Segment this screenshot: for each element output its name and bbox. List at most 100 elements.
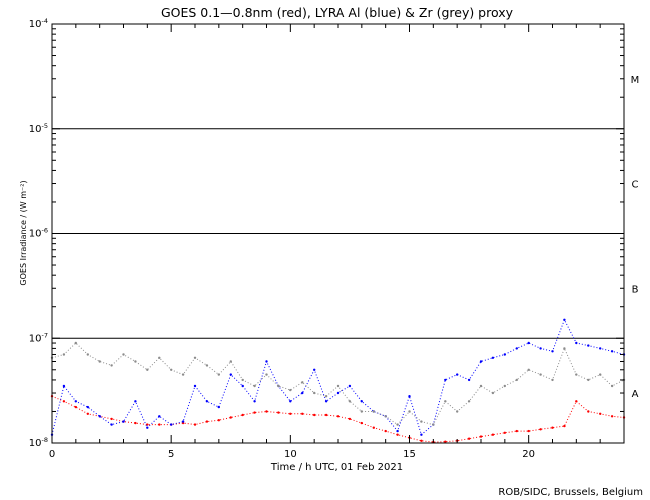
- data-point: [324, 400, 328, 403]
- data-point: [575, 373, 578, 376]
- data-point: [420, 420, 423, 423]
- data-point: [265, 360, 268, 363]
- data-point: [444, 400, 447, 403]
- data-point: [324, 413, 328, 417]
- data-point: [241, 384, 244, 388]
- data-point: [479, 435, 483, 438]
- data-point: [503, 353, 506, 356]
- chart-title: GOES 0.1—0.8nm (red), LYRA Al (blue) & Z…: [161, 5, 514, 20]
- data-point: [122, 353, 125, 356]
- data-point: [134, 400, 137, 403]
- data-point: [253, 411, 256, 414]
- data-point: [479, 360, 483, 363]
- data-point: [515, 429, 518, 433]
- data-series-layer: [50, 318, 626, 444]
- data-point: [289, 400, 292, 403]
- y-tick-exponent: -5: [42, 122, 48, 130]
- data-point: [193, 356, 197, 359]
- data-point: [336, 415, 340, 418]
- data-point: [467, 437, 471, 440]
- x-tick-label: 0: [49, 449, 55, 460]
- data-point: [384, 415, 387, 418]
- data-point: [408, 395, 411, 398]
- data-point: [86, 405, 90, 409]
- data-point: [193, 384, 197, 388]
- data-point: [181, 420, 185, 423]
- data-point: [420, 439, 423, 442]
- y-tick-exponent: -4: [42, 17, 48, 25]
- data-point: [134, 360, 137, 363]
- data-point: [324, 395, 328, 398]
- x-tick-label: 10: [284, 449, 297, 460]
- data-point: [229, 360, 232, 363]
- y-tick-label: 10-5: [29, 122, 48, 135]
- data-point: [610, 415, 614, 418]
- credit-text: ROB/SIDC, Brussels, Belgium: [498, 487, 643, 498]
- data-point: [384, 429, 387, 433]
- data-point: [313, 413, 316, 417]
- series-line: [51, 342, 625, 426]
- data-point: [277, 411, 280, 414]
- data-point: [301, 412, 304, 415]
- data-point: [599, 412, 602, 415]
- data-point: [241, 413, 244, 417]
- data-point: [146, 368, 149, 371]
- data-point: [563, 347, 566, 350]
- data-point: [396, 429, 399, 433]
- data-point: [420, 433, 423, 436]
- data-point: [217, 419, 220, 422]
- data-point: [396, 433, 399, 436]
- data-point: [610, 384, 614, 388]
- data-point: [336, 391, 340, 395]
- data-point: [146, 426, 149, 429]
- y-axis-label: GOES Irradiance / (W m⁻²): [19, 180, 28, 285]
- data-point: [74, 405, 78, 409]
- data-point: [205, 400, 209, 403]
- data-point: [479, 384, 483, 388]
- data-point: [587, 344, 590, 347]
- data-point: [563, 424, 566, 428]
- x-tick-label: 20: [522, 449, 535, 460]
- y-tick-exponent: -8: [42, 436, 48, 444]
- data-point: [551, 378, 554, 382]
- data-point: [396, 423, 399, 426]
- data-point: [241, 378, 244, 382]
- y-tick-label: 10-8: [29, 436, 48, 449]
- data-point: [467, 378, 471, 382]
- data-point: [170, 368, 173, 371]
- data-point: [587, 410, 590, 413]
- series-line: [51, 395, 625, 443]
- data-point: [408, 410, 411, 413]
- data-point: [158, 356, 161, 359]
- data-point: [122, 420, 125, 423]
- data-point: [515, 378, 518, 382]
- data-point: [503, 384, 506, 388]
- data-point: [170, 423, 173, 426]
- data-point: [62, 400, 66, 403]
- data-point: [456, 410, 459, 413]
- data-point: [253, 384, 256, 388]
- data-point: [491, 433, 495, 436]
- data-point: [62, 384, 66, 388]
- series-0: [50, 395, 626, 444]
- data-point: [456, 373, 459, 376]
- y-axis-ticks: 10-8 10-7 10-6 10-5 10-4: [29, 17, 624, 449]
- data-point: [467, 400, 471, 403]
- data-point: [98, 360, 101, 363]
- data-point: [527, 429, 530, 433]
- y-tick-label: 10-7: [29, 331, 48, 344]
- data-point: [348, 400, 352, 403]
- data-point: [527, 341, 530, 345]
- data-point: [181, 373, 185, 376]
- data-point: [134, 421, 137, 425]
- data-point: [599, 347, 602, 350]
- data-point: [205, 364, 209, 367]
- data-point: [336, 384, 340, 388]
- data-point: [360, 410, 363, 413]
- data-point: [289, 412, 292, 415]
- data-point: [86, 353, 90, 356]
- class-label: A: [632, 389, 639, 400]
- data-point: [301, 381, 304, 384]
- data-point: [610, 350, 614, 353]
